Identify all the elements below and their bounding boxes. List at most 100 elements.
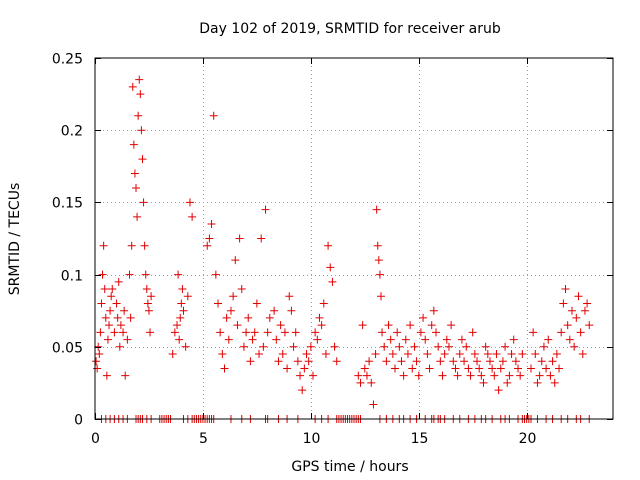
data-point	[207, 220, 216, 229]
data-point	[116, 321, 125, 330]
y-tick-label: 0	[74, 413, 83, 429]
data-point	[403, 350, 412, 359]
data-point	[137, 126, 146, 135]
data-point	[129, 140, 138, 149]
data-point	[367, 378, 376, 387]
data-point	[317, 321, 326, 330]
data-point	[570, 342, 579, 351]
data-point	[173, 321, 182, 330]
data-point	[97, 299, 106, 308]
data-point	[113, 313, 122, 322]
data-point	[354, 371, 363, 380]
data-point	[416, 328, 425, 337]
data-point	[444, 342, 453, 351]
data-point	[272, 335, 281, 344]
data-point	[175, 335, 184, 344]
data-point	[572, 313, 581, 322]
data-point	[494, 386, 503, 395]
data-point	[250, 328, 259, 337]
data-points	[92, 75, 594, 423]
data-point	[388, 350, 397, 359]
data-point	[259, 342, 268, 351]
y-tick-label: 0.1	[61, 269, 83, 285]
x-tick-label: 10	[303, 431, 321, 447]
data-point	[509, 335, 518, 344]
data-point	[100, 285, 109, 294]
data-point	[438, 371, 447, 380]
data-point	[220, 364, 229, 373]
data-point	[375, 270, 384, 279]
data-point	[233, 321, 242, 330]
data-point	[481, 342, 490, 351]
data-point	[457, 335, 466, 344]
data-point	[102, 371, 111, 380]
data-point	[144, 306, 153, 315]
data-point	[533, 378, 542, 387]
data-point	[170, 328, 179, 337]
data-point	[115, 342, 124, 351]
data-point	[214, 299, 223, 308]
data-point	[108, 285, 117, 294]
data-point	[107, 292, 116, 301]
data-point	[321, 350, 330, 359]
data-point	[176, 313, 185, 322]
data-point	[442, 335, 451, 344]
data-point	[535, 371, 544, 380]
data-point	[360, 364, 369, 373]
data-point	[473, 357, 482, 366]
data-point	[95, 350, 104, 359]
data-point	[134, 111, 143, 120]
data-point	[179, 306, 188, 315]
data-point	[136, 90, 145, 99]
data-point	[237, 285, 246, 294]
data-point	[574, 292, 583, 301]
data-point	[276, 321, 285, 330]
data-point	[397, 357, 406, 366]
data-point	[372, 205, 381, 214]
data-point	[139, 198, 148, 207]
data-point	[546, 371, 555, 380]
data-point	[99, 241, 108, 250]
data-point	[462, 342, 471, 351]
data-point	[425, 364, 434, 373]
data-point	[133, 212, 142, 221]
data-point	[408, 364, 417, 373]
data-point	[421, 335, 430, 344]
data-point	[358, 321, 367, 330]
data-point	[92, 357, 101, 366]
data-point	[130, 169, 139, 178]
data-point	[550, 378, 559, 387]
data-point	[278, 350, 287, 359]
data-point	[485, 357, 494, 366]
data-point	[231, 256, 240, 265]
data-point	[302, 350, 311, 359]
data-point	[429, 306, 438, 315]
data-point	[526, 364, 535, 373]
data-point	[376, 292, 385, 301]
data-point	[270, 306, 279, 315]
data-point	[105, 321, 114, 330]
data-point	[135, 75, 144, 84]
data-point	[291, 328, 300, 337]
data-point	[386, 335, 395, 344]
data-point	[125, 270, 134, 279]
data-point	[239, 342, 248, 351]
data-point	[395, 342, 404, 351]
data-point	[280, 328, 289, 337]
data-point	[479, 378, 488, 387]
data-point	[511, 357, 520, 366]
data-point	[578, 350, 587, 359]
data-point	[356, 378, 365, 387]
data-point	[313, 335, 322, 344]
data-point	[470, 350, 479, 359]
data-point	[132, 183, 141, 192]
data-point	[505, 371, 514, 380]
y-tick-label: 0.2	[61, 124, 83, 140]
data-point	[496, 364, 505, 373]
data-point	[106, 306, 115, 315]
data-point	[120, 306, 129, 315]
data-point	[531, 350, 540, 359]
x-tick-label: 0	[91, 431, 100, 447]
data-point	[483, 350, 492, 359]
data-point	[475, 364, 484, 373]
